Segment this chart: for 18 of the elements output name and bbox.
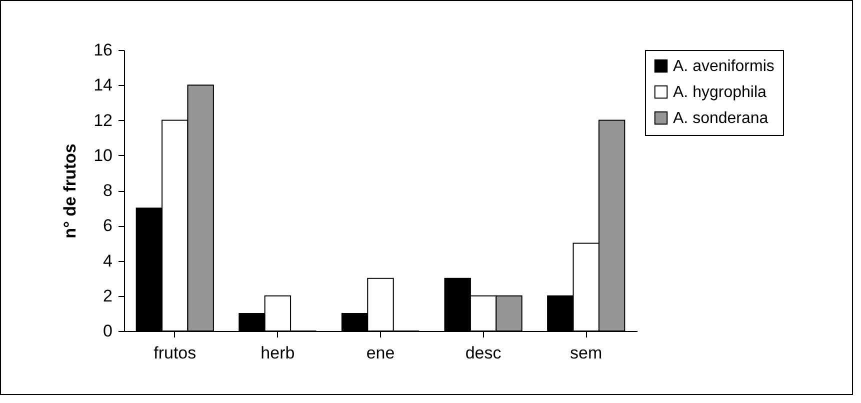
y-tick-label: 14 (94, 76, 112, 95)
x-tick-label: ene (366, 344, 395, 362)
legend-label: A. aveniformis (673, 58, 774, 75)
x-tick-label: herb (260, 344, 295, 362)
y-axis-title: n° de frutos (60, 144, 80, 238)
y-tick-label: 12 (94, 110, 112, 130)
x-tick-label: desc (465, 344, 502, 362)
y-tick-label: 16 (94, 40, 112, 60)
y-tick-label: 6 (103, 216, 112, 236)
y-tick-label: 2 (103, 286, 112, 306)
y-tick-label: 10 (94, 146, 112, 165)
legend-label: A. hygrophila (673, 84, 766, 101)
legend-label: A. sonderana (673, 110, 768, 127)
y-tick-label: 0 (103, 322, 112, 340)
y-tick-label: 4 (103, 251, 112, 270)
y-tick-label: 8 (103, 181, 112, 200)
x-tick-label: frutos (154, 344, 196, 362)
x-tick-label: sem (570, 344, 602, 362)
